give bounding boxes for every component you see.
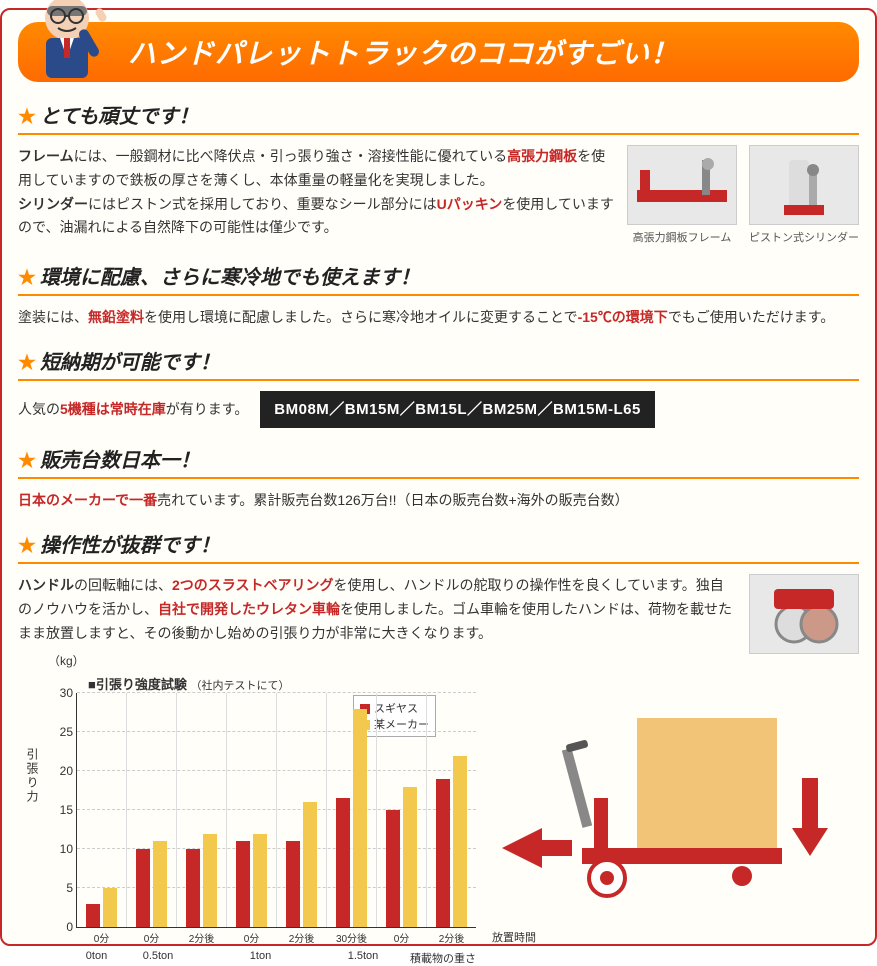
bar-group: 0分 <box>127 693 177 927</box>
star-icon: ★ <box>18 450 36 472</box>
y-tick: 20 <box>47 764 73 778</box>
section-environment: ★環境に配慮、さらに寒冷地でも使えます！ 塗装には、無鉛塗料を使用し環境に配慮し… <box>18 261 859 330</box>
image-wheel <box>749 574 859 658</box>
bar <box>153 841 167 927</box>
star-icon: ★ <box>18 535 36 557</box>
bar-group: 0分 <box>377 693 427 927</box>
x-category-row: 0ton0.5ton1ton1.5ton積載物の重さ <box>76 950 476 966</box>
bar-group: 2分後 <box>177 693 227 927</box>
x-tick-label: 0分 <box>377 930 426 945</box>
section-title: ★販売台数日本一！ <box>18 444 859 479</box>
document-frame: ハンドパレットトラックのココがすごい！ ★とても頑丈です！ フレームには、一般鋼… <box>0 8 877 946</box>
section-sales: ★販売台数日本一！ 日本のメーカーで一番売れています。累計販売台数126万台!!… <box>18 444 859 513</box>
image-caption: ピストン式シリンダー <box>749 229 859 245</box>
y-tick: 15 <box>47 803 73 817</box>
section-title: ★短納期が可能です！ <box>18 346 859 381</box>
bars-container: 0分0分2分後0分2分後30分後0分2分後 <box>77 693 476 927</box>
hero-banner: ハンドパレットトラックのココがすごい！ <box>18 22 859 82</box>
section-title: ★環境に配慮、さらに寒冷地でも使えます！ <box>18 261 859 296</box>
x-axis-annotation: 放置時間 <box>492 929 536 945</box>
star-icon: ★ <box>18 106 36 128</box>
model-list: BM08M／BM15M／BM15L／BM25M／BM15M-L65 <box>260 391 655 429</box>
section-durable: ★とても頑丈です！ フレームには、一般鋼材に比べ降伏点・引っ張り強さ・溶接性能に… <box>18 100 859 245</box>
section-body: 人気の5機種は常時在庫が有ります。 BM08M／BM15M／BM15L／BM25… <box>18 391 859 429</box>
x-tick-label: 0分 <box>127 930 176 945</box>
mascot-illustration <box>12 0 122 88</box>
x-category-label: 1ton <box>199 950 322 966</box>
bar-group: 0分 <box>77 693 127 927</box>
bar <box>136 849 150 927</box>
product-photo-frame <box>627 145 737 225</box>
bar <box>236 841 250 927</box>
x-tick-label: 30分後 <box>327 930 376 945</box>
image-frame: 高張力鋼板フレーム <box>627 145 737 245</box>
y-unit: （kg） <box>48 652 85 669</box>
x-tick-label: 0分 <box>77 930 126 945</box>
x-tick-label: 2分後 <box>427 930 476 945</box>
y-tick: 5 <box>47 881 73 895</box>
bar <box>303 802 317 927</box>
chart-title: ■引張り強度試験 （社内テストにて） <box>88 674 476 693</box>
section-operability: ★操作性が抜群です！ ハンドルの回転軸には、2つのスラストベアリングを使用し、ハ… <box>18 529 859 928</box>
tensile-chart: ■引張り強度試験 （社内テストにて） （kg） 引張り力 スギヤス 某メーカー … <box>18 668 476 928</box>
bar <box>436 779 450 927</box>
x-tick-label: 0分 <box>227 930 276 945</box>
force-diagram <box>492 688 832 928</box>
star-icon: ★ <box>18 352 36 374</box>
section-body: 塗装には、無鉛塗料を使用し環境に配慮しました。さらに寒冷地オイルに変更することで… <box>18 306 859 330</box>
image-caption: 高張力鋼板フレーム <box>627 229 737 245</box>
bar <box>103 888 117 927</box>
x-tick-label: 2分後 <box>177 930 226 945</box>
x-category-label: 0ton <box>76 950 117 966</box>
bar-group: 30分後 <box>327 693 377 927</box>
image-cylinder: ピストン式シリンダー <box>749 145 859 245</box>
x-tick-label: 2分後 <box>277 930 326 945</box>
bar <box>453 756 467 928</box>
banner-title: ハンドパレットトラックのココがすごい！ <box>128 38 679 69</box>
section-title: ★とても頑丈です！ <box>18 100 859 135</box>
bar-group: 2分後 <box>277 693 327 927</box>
bar-group: 0分 <box>227 693 277 927</box>
chart-row: ■引張り強度試験 （社内テストにて） （kg） 引張り力 スギヤス 某メーカー … <box>18 668 859 928</box>
chart-plot-area: スギヤス 某メーカー 0510152025300分0分2分後0分2分後30分後0… <box>76 693 476 928</box>
section-title: ★操作性が抜群です！ <box>18 529 859 564</box>
bar <box>336 798 350 927</box>
bar <box>286 841 300 927</box>
y-tick: 10 <box>47 842 73 856</box>
y-axis-label: 引張り力 <box>24 748 41 804</box>
section-body: 日本のメーカーで一番売れています。累計販売台数126万台!!（日本の販売台数+海… <box>18 489 859 513</box>
product-photo-cylinder <box>749 145 859 225</box>
bar-group: 2分後 <box>427 693 476 927</box>
product-photo-wheel <box>749 574 859 654</box>
bar <box>186 849 200 927</box>
x-category-label: 1.5ton <box>322 950 404 966</box>
y-tick: 0 <box>47 920 73 934</box>
x-axis-annotation: 積載物の重さ <box>404 950 476 966</box>
y-tick: 30 <box>47 686 73 700</box>
bar <box>253 834 267 928</box>
y-tick: 25 <box>47 725 73 739</box>
star-icon: ★ <box>18 267 36 289</box>
bar <box>353 709 367 927</box>
bar <box>203 834 217 928</box>
x-category-label: 0.5ton <box>117 950 199 966</box>
section-body: ハンドルの回転軸には、2つのスラストベアリングを使用し、ハンドルの舵取りの操作性… <box>18 574 737 645</box>
bar <box>86 904 100 927</box>
section-delivery: ★短納期が可能です！ 人気の5機種は常時在庫が有ります。 BM08M／BM15M… <box>18 346 859 429</box>
bar <box>386 810 400 927</box>
bar <box>403 787 417 927</box>
section-body: フレームには、一般鋼材に比べ降伏点・引っ張り強さ・溶接性能に優れている高張力鋼板… <box>18 145 615 240</box>
